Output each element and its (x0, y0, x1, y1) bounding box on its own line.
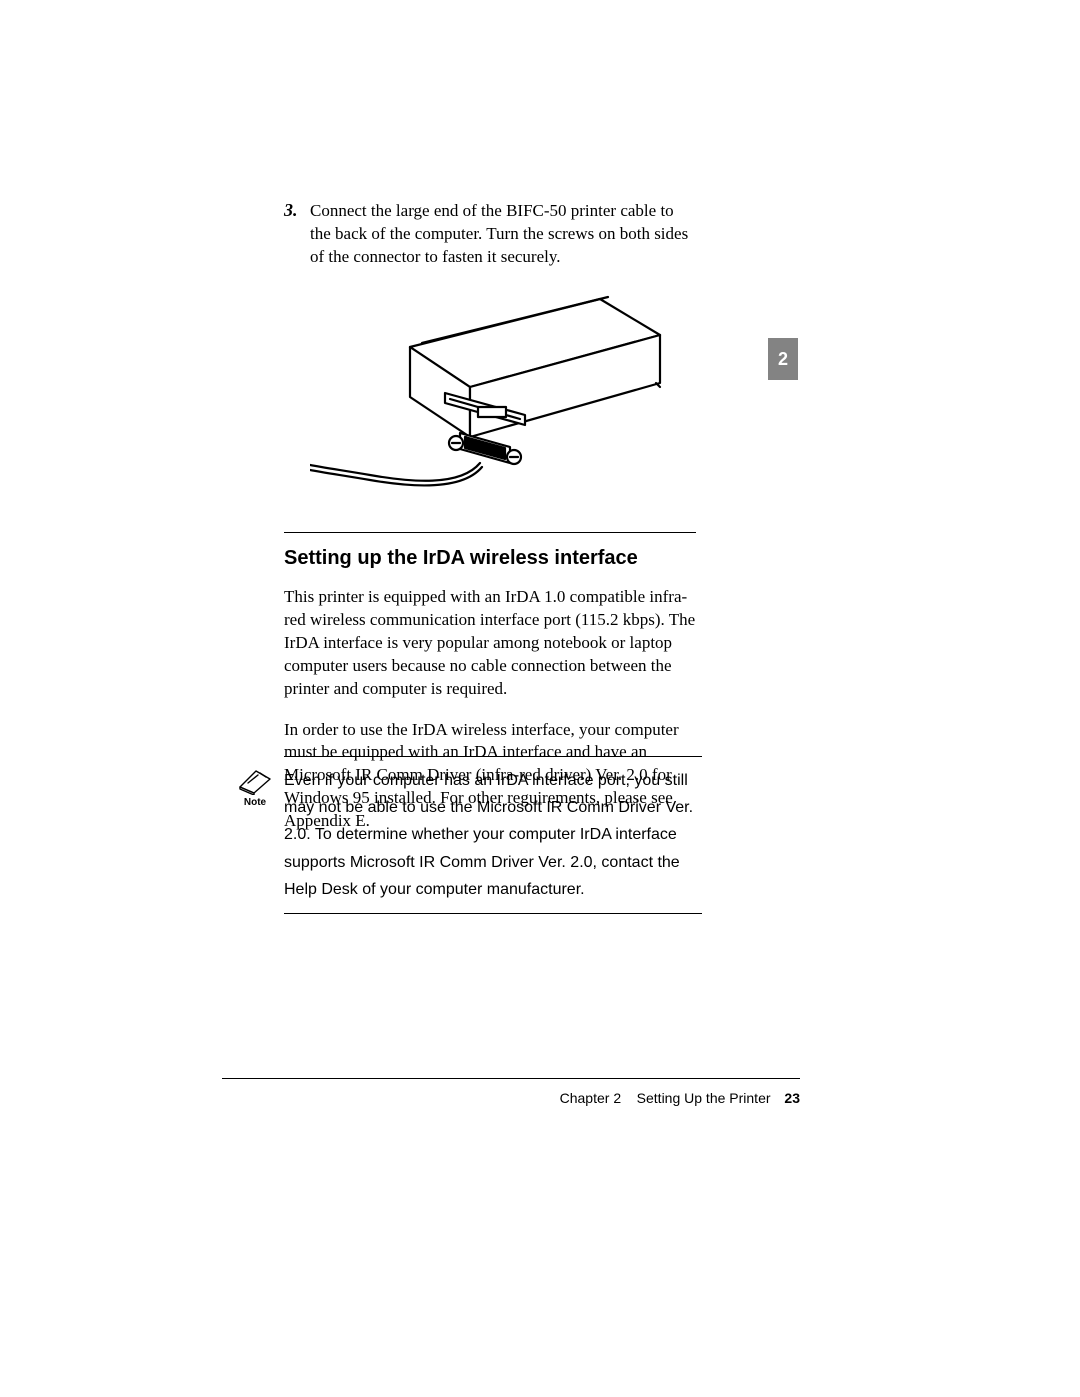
note-rule-bottom (284, 913, 702, 914)
note-row: Note Even if your computer has an IrDA i… (226, 757, 702, 913)
paragraph: This printer is equipped with an IrDA 1.… (284, 586, 696, 701)
printer-illustration-icon (310, 287, 670, 497)
note-label: Note (244, 797, 266, 808)
footer-title: Setting Up the Printer (637, 1090, 771, 1106)
note-block: Note Even if your computer has an IrDA i… (226, 756, 702, 914)
page: 2 3. Connect the large end of the BIFC-5… (0, 0, 1080, 1397)
section-rule (284, 532, 696, 533)
footer-page-number: 23 (784, 1090, 800, 1106)
step-number: 3. (284, 200, 310, 221)
content-area: 3. Connect the large end of the BIFC-50 … (284, 200, 696, 851)
pencil-note-icon (238, 769, 272, 795)
note-text: Even if your computer has an IrDA interf… (284, 767, 702, 903)
figure-printer-cable (284, 287, 696, 502)
section-heading: Setting up the IrDA wireless interface (284, 547, 696, 570)
chapter-tab-label: 2 (778, 349, 788, 370)
footer: Chapter 2 Setting Up the Printer 23 (222, 1090, 800, 1106)
step-text: Connect the large end of the BIFC-50 pri… (310, 200, 696, 269)
chapter-tab: 2 (768, 338, 798, 380)
note-icon-column: Note (226, 767, 284, 808)
step-item: 3. Connect the large end of the BIFC-50 … (284, 200, 696, 269)
footer-chapter: Chapter 2 (560, 1090, 621, 1106)
footer-rule (222, 1078, 800, 1079)
